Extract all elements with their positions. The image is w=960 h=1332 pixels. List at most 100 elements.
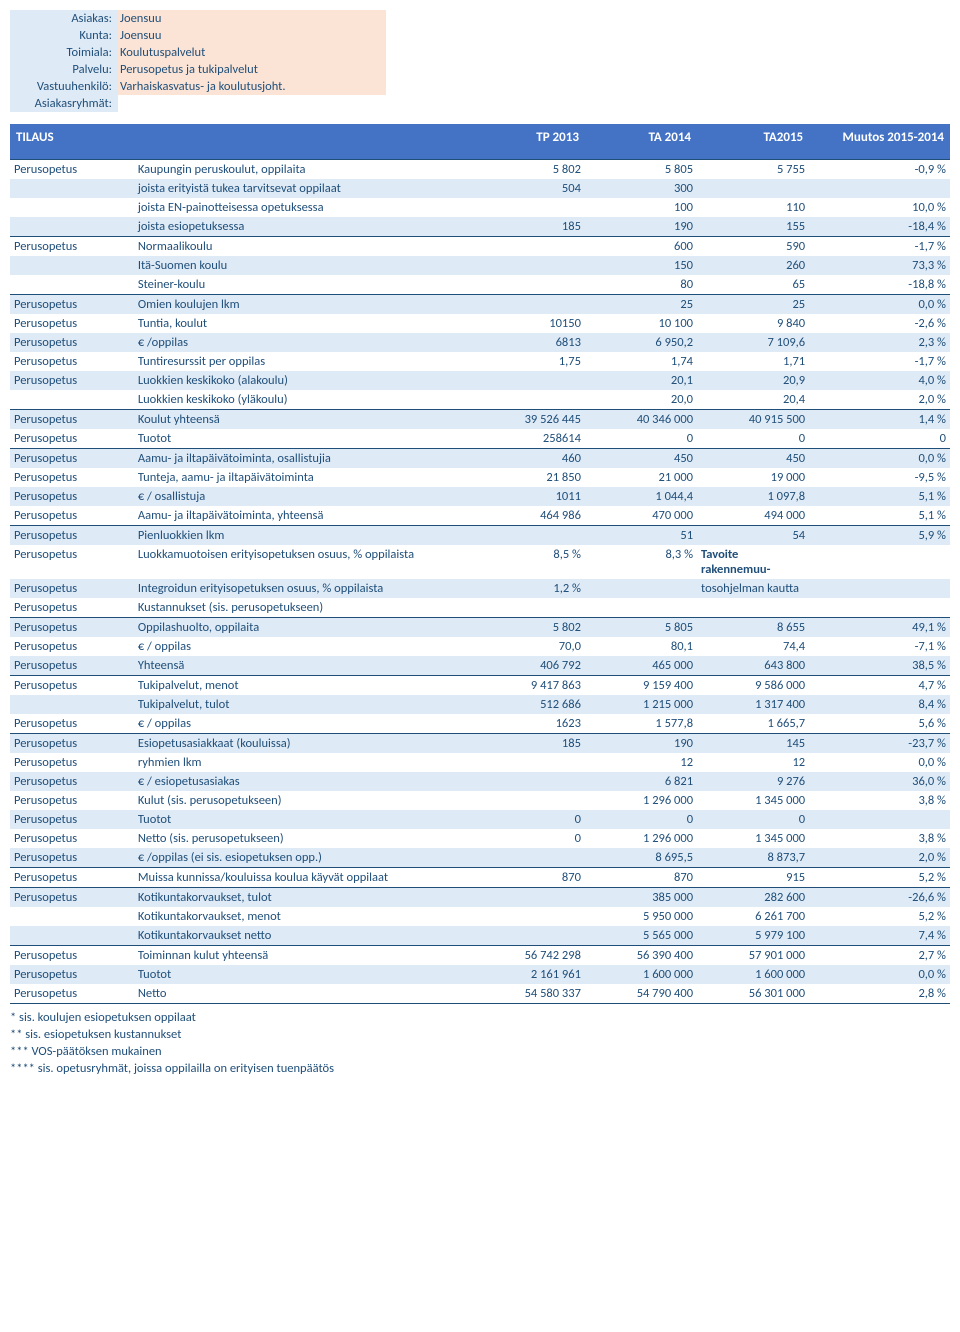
row-value: 6 950,2 bbox=[585, 333, 697, 352]
row-desc: Pienluokkien lkm bbox=[134, 526, 473, 546]
row-value: 282 600 bbox=[697, 888, 809, 908]
row-desc: Aamu- ja iltapäivätoiminta, yhteensä bbox=[134, 506, 473, 526]
row-value bbox=[473, 598, 585, 618]
row-value: 1 600 000 bbox=[585, 965, 697, 984]
row-category: Perusopetus bbox=[10, 868, 134, 888]
row-category bbox=[10, 926, 134, 946]
row-value: 8 655 bbox=[697, 618, 809, 638]
row-category: Perusopetus bbox=[10, 984, 134, 1004]
row-value: 7,4 % bbox=[809, 926, 950, 946]
meta-value: Koulutuspalvelut bbox=[118, 44, 386, 61]
row-value: 300 bbox=[585, 179, 697, 198]
row-value: -18,8 % bbox=[809, 275, 950, 295]
row-category: Perusopetus bbox=[10, 545, 134, 579]
row-value: -0,9 % bbox=[809, 160, 950, 180]
row-category: Perusopetus bbox=[10, 579, 134, 598]
row-value: 155 bbox=[697, 217, 809, 237]
row-value: 0,0 % bbox=[809, 753, 950, 772]
footnote-line: ** sis. esiopetuksen kustannukset bbox=[10, 1027, 950, 1044]
row-desc: joista esiopetuksessa bbox=[134, 217, 473, 237]
row-value: 9 417 863 bbox=[473, 676, 585, 696]
row-desc: Kotikuntakorvaukset netto bbox=[134, 926, 473, 946]
row-value: Tavoite rakennemuu- bbox=[697, 545, 809, 579]
row-value: 590 bbox=[697, 237, 809, 257]
row-category: Perusopetus bbox=[10, 526, 134, 546]
table-row: Luokkien keskikoko (yläkoulu)20,020,42,0… bbox=[10, 390, 950, 410]
row-category: Perusopetus bbox=[10, 410, 134, 430]
row-value: 190 bbox=[585, 734, 697, 754]
row-value bbox=[473, 526, 585, 546]
row-value: 2,7 % bbox=[809, 946, 950, 966]
row-value bbox=[473, 907, 585, 926]
table-row: PerusopetusLuokkien keskikoko (alakoulu)… bbox=[10, 371, 950, 390]
row-value: 54 580 337 bbox=[473, 984, 585, 1004]
row-value bbox=[473, 295, 585, 315]
row-value: 190 bbox=[585, 217, 697, 237]
row-value bbox=[809, 598, 950, 618]
header-row: TILAUS TP 2013 TA 2014 TA2015 Muutos 201… bbox=[10, 124, 950, 160]
table-row: Kotikuntakorvaukset, menot5 950 0006 261… bbox=[10, 907, 950, 926]
row-category: Perusopetus bbox=[10, 772, 134, 791]
row-value: 185 bbox=[473, 734, 585, 754]
meta-label: Asiakasryhmät: bbox=[10, 95, 118, 112]
row-value: 0 bbox=[473, 810, 585, 829]
row-value bbox=[473, 791, 585, 810]
row-value: 49,1 % bbox=[809, 618, 950, 638]
table-row: Kotikuntakorvaukset netto5 565 0005 979 … bbox=[10, 926, 950, 946]
row-desc: Tuotot bbox=[134, 965, 473, 984]
row-desc: Netto bbox=[134, 984, 473, 1004]
row-desc: Aamu- ja iltapäivätoiminta, osallistujia bbox=[134, 449, 473, 469]
row-desc: € /oppilas bbox=[134, 333, 473, 352]
row-value: 5,9 % bbox=[809, 526, 950, 546]
row-value bbox=[473, 390, 585, 410]
row-category: Perusopetus bbox=[10, 829, 134, 848]
table-row: PerusopetusToiminnan kulut yhteensä56 74… bbox=[10, 946, 950, 966]
row-value: 5 979 100 bbox=[697, 926, 809, 946]
row-desc: joista erityistä tukea tarvitsevat oppil… bbox=[134, 179, 473, 198]
row-desc: Kustannukset (sis. perusopetukseen) bbox=[134, 598, 473, 618]
row-value: 504 bbox=[473, 179, 585, 198]
row-value: -23,7 % bbox=[809, 734, 950, 754]
table-row: PerusopetusMuissa kunnissa/kouluissa kou… bbox=[10, 868, 950, 888]
meta-label: Toimiala: bbox=[10, 44, 118, 61]
meta-label: Palvelu: bbox=[10, 61, 118, 78]
row-desc: Koulut yhteensä bbox=[134, 410, 473, 430]
table-row: PerusopetusNetto (sis. perusopetukseen)0… bbox=[10, 829, 950, 848]
row-value: 1 600 000 bbox=[697, 965, 809, 984]
row-category: Perusopetus bbox=[10, 295, 134, 315]
row-desc: Esiopetusasiakkaat (kouluissa) bbox=[134, 734, 473, 754]
row-value bbox=[473, 753, 585, 772]
table-row: PerusopetusNormaalikoulu600590-1,7 % bbox=[10, 237, 950, 257]
row-value: 145 bbox=[697, 734, 809, 754]
row-value: 0 bbox=[809, 429, 950, 449]
row-value: 56 742 298 bbox=[473, 946, 585, 966]
row-value: 5 805 bbox=[585, 160, 697, 180]
row-desc: Steiner-koulu bbox=[134, 275, 473, 295]
row-value: 20,4 bbox=[697, 390, 809, 410]
table-row: PerusopetusAamu- ja iltapäivätoiminta, o… bbox=[10, 449, 950, 469]
row-value: -1,7 % bbox=[809, 352, 950, 371]
table-row: Itä-Suomen koulu15026073,3 % bbox=[10, 256, 950, 275]
row-value: -2,6 % bbox=[809, 314, 950, 333]
row-value: 110 bbox=[697, 198, 809, 217]
row-desc: Tukipalvelut, menot bbox=[134, 676, 473, 696]
row-category: Perusopetus bbox=[10, 965, 134, 984]
row-value: 150 bbox=[585, 256, 697, 275]
row-value: 0,0 % bbox=[809, 965, 950, 984]
row-value: 9 276 bbox=[697, 772, 809, 791]
row-value: 4,0 % bbox=[809, 371, 950, 390]
row-value: 8,5 % bbox=[473, 545, 585, 579]
row-value: 12 bbox=[697, 753, 809, 772]
row-desc: Luokkien keskikoko (yläkoulu) bbox=[134, 390, 473, 410]
row-value bbox=[473, 772, 585, 791]
row-desc: € / oppilas bbox=[134, 714, 473, 734]
table-row: PerusopetusYhteensä406 792465 000643 800… bbox=[10, 656, 950, 676]
row-value: 0 bbox=[473, 829, 585, 848]
meta-label: Asiakas: bbox=[10, 10, 118, 27]
row-desc: Luokkamuotoisen erityisopetuksen osuus, … bbox=[134, 545, 473, 579]
row-value: 5 755 bbox=[697, 160, 809, 180]
row-value: 258614 bbox=[473, 429, 585, 449]
row-value: 8 873,7 bbox=[697, 848, 809, 868]
meta-value: Joensuu bbox=[118, 27, 386, 44]
row-value: 2,8 % bbox=[809, 984, 950, 1004]
